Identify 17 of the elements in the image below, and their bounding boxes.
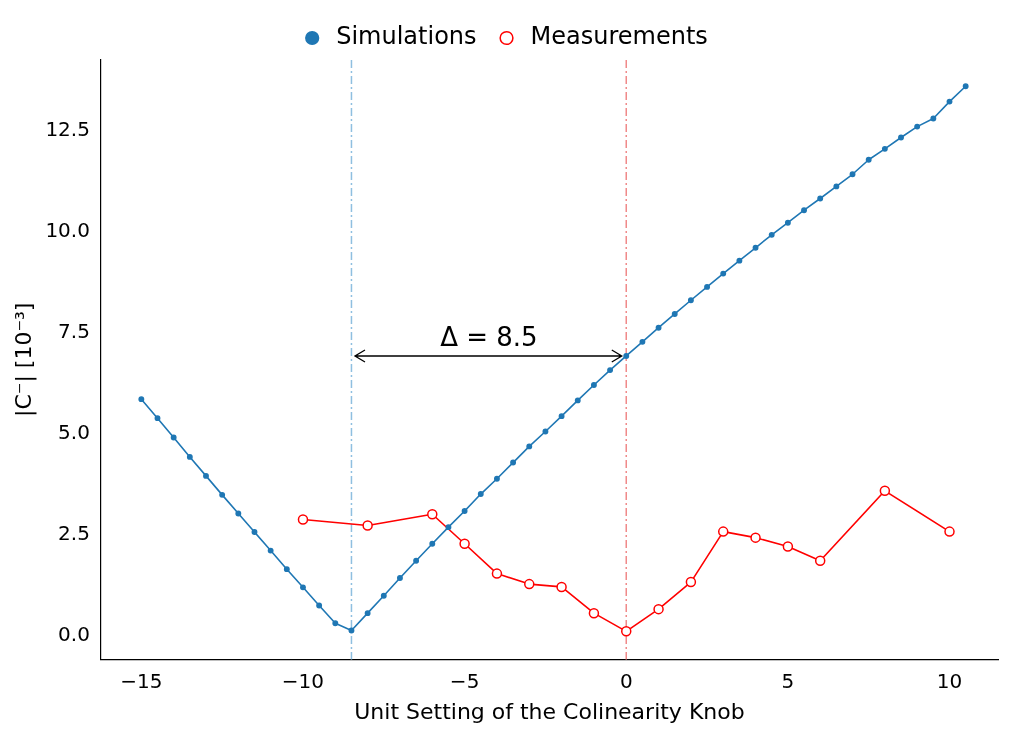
legend-label: Simulations xyxy=(336,22,477,51)
y-tick-label: 5.0 xyxy=(58,419,90,444)
y-tick-label: 2.5 xyxy=(58,520,90,545)
annotation: Δ = 8.5 xyxy=(440,321,538,352)
y-tick-label: 10.0 xyxy=(45,217,90,242)
x-axis-title: Unit Setting of the Colinearity Knob xyxy=(354,698,745,724)
x-tick-label: 0 xyxy=(619,668,633,693)
x-tick-label: 10 xyxy=(936,668,963,693)
x-tick-label: 5 xyxy=(781,668,795,693)
y-tick-label: 0.0 xyxy=(58,621,90,646)
y-tick-label: 12.5 xyxy=(45,116,90,141)
x-tick-label: −5 xyxy=(449,668,480,693)
y-tick-label: 7.5 xyxy=(58,318,90,343)
x-tick-label: −10 xyxy=(281,668,325,693)
x-tick-label: −15 xyxy=(120,668,163,693)
legend-label: Measurements xyxy=(530,22,708,51)
y-axis-title: |C⁻| [10⁻³] xyxy=(10,302,37,417)
